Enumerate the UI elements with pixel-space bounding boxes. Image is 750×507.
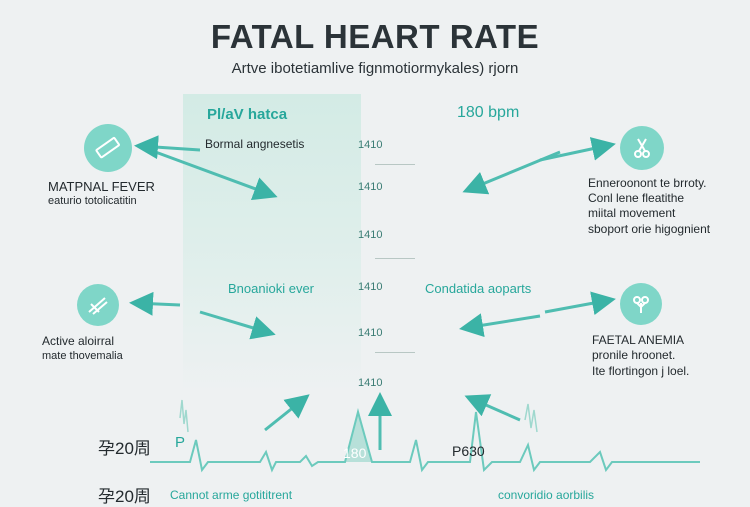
center-subheading: Bormal angnesetis xyxy=(205,137,305,151)
arrow-line xyxy=(459,313,541,338)
scale-label: 1410 xyxy=(358,377,383,389)
scissors-icon xyxy=(620,126,664,170)
right-item-line: pronile hroonet. xyxy=(592,348,676,362)
ecg-spike xyxy=(179,399,189,433)
right-item-line: Ite flortingon j loel. xyxy=(592,364,690,378)
left-item-desc: mate thovemalia xyxy=(42,350,123,362)
p-marker: P xyxy=(175,434,186,451)
bottom-caption-right: convoridio aorbilis xyxy=(498,488,595,502)
scale-label: 1410 xyxy=(358,229,383,241)
arrow-line xyxy=(464,394,521,422)
arrow-line xyxy=(539,137,616,162)
mid-left-label: Bnoanioki ever xyxy=(228,281,314,296)
peak-label: 180 xyxy=(343,445,367,461)
arrow-line xyxy=(199,310,276,340)
scale-label: 1410 xyxy=(358,281,383,293)
flower-icon xyxy=(620,283,662,325)
left-item-desc: eaturio totolicatitin xyxy=(48,195,137,207)
center-band xyxy=(183,94,361,394)
scale-line xyxy=(375,164,415,165)
ecg-line xyxy=(150,408,700,473)
arrow-line xyxy=(264,394,310,432)
arrow-line xyxy=(544,291,616,316)
left-item-title: MATPNAL FEVER xyxy=(48,179,155,194)
scale-line xyxy=(375,258,415,259)
arrow-line xyxy=(129,291,181,316)
right-item-line: Enneroonont te brroty. xyxy=(588,176,707,190)
right-item-line: miital movement xyxy=(588,206,676,220)
bpm-label: 180 bpm xyxy=(457,104,520,121)
week-label: 孕20周 xyxy=(98,439,151,458)
bottom-caption-left: Cannot arme gotititrent xyxy=(170,488,293,502)
tools-icon xyxy=(77,284,119,326)
ecg-spike xyxy=(524,403,538,433)
right-item-title: FAETAL ANEMIA xyxy=(592,333,685,347)
center-heading: Pl/aV hatca xyxy=(207,106,288,123)
scale-line xyxy=(375,352,415,353)
page-subtitle: Artve ibotetiamlive fignmotiormykales) r… xyxy=(231,60,519,77)
ruler-icon xyxy=(84,124,132,172)
right-item-line: Conl lene fleatithe xyxy=(588,191,685,205)
arrow-line xyxy=(149,148,278,201)
arrow-line xyxy=(134,135,201,160)
page-title: FATAL HEART RATE xyxy=(210,18,540,55)
p-value-label: P630 xyxy=(452,443,485,459)
mid-right-label: Condatida aoparts xyxy=(425,281,532,296)
scale-label: 1410 xyxy=(358,139,383,151)
week-label: 孕20周 xyxy=(98,487,151,506)
right-item-line: sboport orie higognient xyxy=(588,222,711,236)
left-item-title: Active aloirral xyxy=(42,334,115,348)
scale-label: 1410 xyxy=(358,181,383,193)
scale-label: 1410 xyxy=(358,327,383,339)
